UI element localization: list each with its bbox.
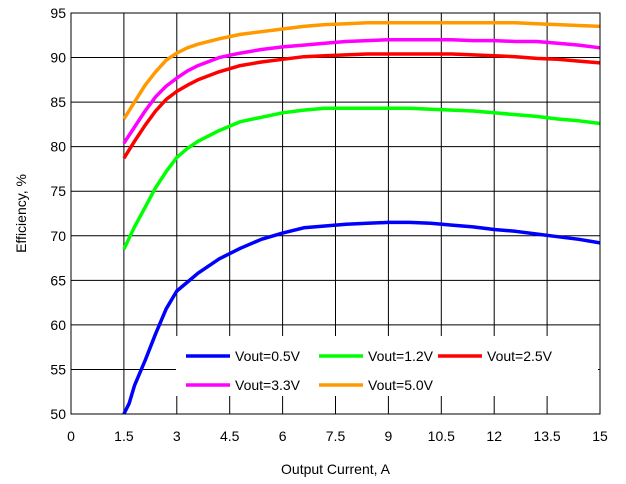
series-line-vout-3-3v bbox=[122, 37, 601, 145]
legend-label: Vout=1.2V bbox=[368, 348, 434, 364]
y-tick-label: 90 bbox=[50, 50, 66, 66]
series-line-vout-1-2v bbox=[122, 106, 601, 250]
y-tick-label: 80 bbox=[50, 139, 66, 155]
y-axis-ticks: 50 55 60 65 70 75 80 85 90 95 bbox=[50, 5, 66, 422]
y-tick-label: 70 bbox=[50, 228, 66, 244]
series-line-vout-5-0v bbox=[122, 21, 601, 120]
y-tick-label: 75 bbox=[50, 183, 66, 199]
x-tick-label: 7.5 bbox=[326, 428, 346, 444]
x-tick-label: 0 bbox=[67, 428, 75, 444]
x-axis-title: Output Current, A bbox=[281, 461, 391, 477]
y-tick-label: 85 bbox=[50, 94, 66, 110]
y-tick-label: 60 bbox=[50, 317, 66, 333]
legend-label: Vout=5.0V bbox=[368, 377, 434, 393]
x-tick-label: 9 bbox=[385, 428, 393, 444]
y-tick-label: 65 bbox=[50, 272, 66, 288]
series-line-vout-2-5v bbox=[122, 52, 601, 160]
x-tick-label: 1.5 bbox=[114, 428, 134, 444]
x-tick-label: 6 bbox=[279, 428, 287, 444]
x-tick-label: 3 bbox=[173, 428, 181, 444]
legend-box bbox=[176, 336, 598, 396]
series-line-vout-0-5v bbox=[122, 220, 601, 415]
legend-label: Vout=2.5V bbox=[487, 348, 553, 364]
x-tick-label: 15 bbox=[592, 428, 608, 444]
y-tick-label: 50 bbox=[50, 406, 66, 422]
x-axis-ticks: 0 1.5 3 4.5 6 7.5 9 10.5 12 13.5 15 bbox=[67, 428, 608, 444]
x-tick-label: 10.5 bbox=[428, 428, 455, 444]
x-tick-label: 4.5 bbox=[220, 428, 240, 444]
legend-label: Vout=3.3V bbox=[235, 377, 301, 393]
y-axis-title: Efficiency, % bbox=[13, 174, 29, 253]
plot-border bbox=[70, 12, 601, 415]
series-layer bbox=[122, 21, 601, 415]
y-tick-label: 95 bbox=[50, 5, 66, 21]
legend: Vout=0.5V Vout=1.2V Vout=2.5V Vout=3.3V Vout… bbox=[176, 336, 598, 396]
x-tick-label: 13.5 bbox=[533, 428, 560, 444]
y-tick-label: 55 bbox=[50, 361, 66, 377]
legend-label: Vout=0.5V bbox=[235, 348, 301, 364]
x-tick-label: 12 bbox=[486, 428, 502, 444]
